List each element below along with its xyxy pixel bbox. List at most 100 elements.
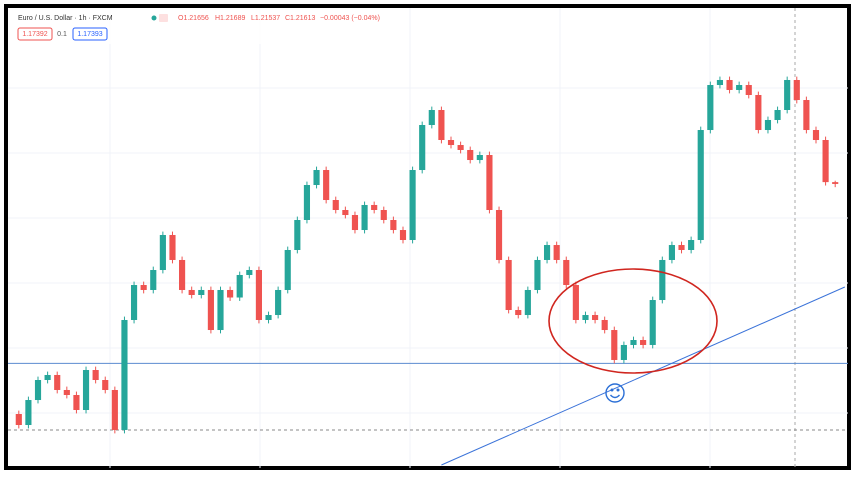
candle-body xyxy=(265,315,272,320)
candle-body xyxy=(54,374,61,390)
candle-body xyxy=(82,370,90,411)
candle-body xyxy=(275,289,282,316)
candle-body xyxy=(303,185,311,220)
candle-body xyxy=(236,274,243,298)
candle-body xyxy=(563,259,570,286)
candle-body xyxy=(716,79,724,86)
candle-body xyxy=(390,219,397,231)
candle-body xyxy=(447,140,455,146)
candle-body xyxy=(649,300,656,345)
candle-body xyxy=(409,170,416,241)
candle-body xyxy=(342,210,349,216)
candle-body xyxy=(726,79,733,90)
candle-body xyxy=(188,289,195,295)
highlight-ellipse xyxy=(548,268,718,374)
candle-body xyxy=(73,395,80,411)
smiley xyxy=(605,383,625,403)
candle-body xyxy=(803,100,810,131)
candle-body xyxy=(246,270,253,275)
candle-body xyxy=(361,204,368,231)
legend-close: C1.21613 xyxy=(285,15,315,22)
candle-body xyxy=(428,109,435,125)
candle-body xyxy=(255,270,262,320)
candle-body xyxy=(419,125,426,171)
candle-body xyxy=(524,289,531,316)
candle-body xyxy=(745,85,752,95)
candle-body xyxy=(121,319,128,430)
plot-area xyxy=(8,76,848,466)
candle-body xyxy=(380,210,387,220)
candle-body xyxy=(736,85,743,90)
candle-body xyxy=(313,170,320,186)
candle-body xyxy=(294,219,301,250)
candle-body xyxy=(198,289,205,295)
candle-body xyxy=(543,245,551,260)
candle-body xyxy=(659,259,666,301)
candle-body xyxy=(34,380,42,401)
candle-body xyxy=(620,344,627,360)
candle-body xyxy=(611,330,618,360)
candle-body xyxy=(640,340,647,345)
candle-body xyxy=(476,155,483,161)
candle-body xyxy=(784,79,791,110)
candle-body xyxy=(515,310,522,316)
frame xyxy=(4,4,851,470)
candle-body xyxy=(457,145,464,150)
candle-body xyxy=(592,315,599,320)
candle-body xyxy=(832,182,839,184)
candle-body xyxy=(399,230,407,241)
trendline xyxy=(441,286,846,466)
candle-body xyxy=(102,380,109,390)
candle-body xyxy=(217,289,224,331)
candle-body xyxy=(582,315,589,320)
candle-body xyxy=(15,414,22,426)
candle-body xyxy=(553,245,560,260)
candle-body xyxy=(63,389,70,396)
candle-body xyxy=(697,130,704,241)
legend-bg xyxy=(8,8,408,44)
candle-body xyxy=(169,234,176,260)
symbol-title: Euro / U.S. Dollar · 1h · FXCM xyxy=(18,15,113,22)
candle-body xyxy=(351,215,359,231)
candle-body xyxy=(774,109,781,120)
candle-body xyxy=(678,245,685,250)
candle-body xyxy=(467,149,474,161)
candle-body xyxy=(534,259,541,290)
candle-body xyxy=(495,210,503,260)
sell-box[interactable] xyxy=(17,27,53,41)
buy-box[interactable] xyxy=(72,27,108,41)
market-status xyxy=(151,15,157,21)
candle-body xyxy=(601,319,608,331)
candle-body xyxy=(572,285,579,320)
candle-body xyxy=(793,79,800,101)
candle-body xyxy=(332,200,339,210)
sell-price[interactable]: 1.17392 xyxy=(22,31,47,38)
spread: 0.1 xyxy=(57,31,67,38)
candle-body xyxy=(707,85,714,131)
candle-body xyxy=(486,155,493,210)
legend-low: L1.21537 xyxy=(251,15,280,22)
candle-body xyxy=(371,204,378,210)
candle-body xyxy=(284,249,291,290)
candle-body xyxy=(111,389,118,430)
legend-open: O1.21656 xyxy=(178,15,209,22)
candle-body xyxy=(159,234,166,271)
candle-body xyxy=(438,109,445,141)
candle-body xyxy=(812,130,820,141)
buy-price[interactable]: 1.17393 xyxy=(77,31,102,38)
candle-body xyxy=(44,374,51,380)
candle-body xyxy=(764,119,772,131)
candle-body xyxy=(227,289,234,298)
candle-body xyxy=(92,370,99,380)
candle-body xyxy=(630,340,637,345)
candle-body xyxy=(150,270,157,290)
candle-body xyxy=(755,94,762,131)
candle-body xyxy=(207,289,214,331)
candle-body xyxy=(130,285,138,320)
event-icon xyxy=(159,14,168,22)
legend-high: H1.21689 xyxy=(215,15,245,22)
candle-body xyxy=(505,259,512,311)
legend-change: −0.00043 (−0.04%) xyxy=(320,15,380,22)
candle-body xyxy=(668,245,675,260)
